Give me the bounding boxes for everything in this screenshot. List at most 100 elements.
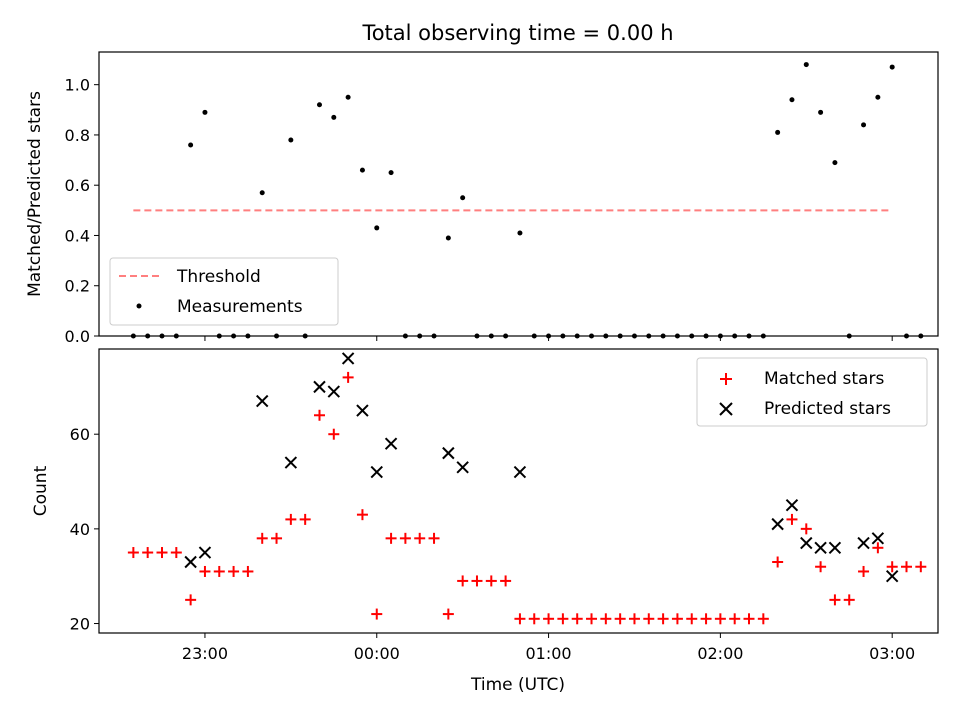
matched-star-point — [299, 513, 311, 525]
matched-star-point — [628, 613, 640, 625]
predicted-star-point — [284, 456, 298, 469]
bottom-y-tick-label: 60 — [70, 425, 90, 444]
matched-star-point — [399, 532, 411, 544]
matched-star-point — [414, 532, 426, 544]
matched-star-point — [901, 561, 913, 573]
predicted-star-point — [313, 380, 326, 394]
legend-measurements-label: Measurements — [177, 297, 303, 317]
matched-star-point — [271, 532, 283, 544]
legend-matched-label: Matched stars — [764, 369, 884, 389]
matched-star-point — [142, 547, 154, 559]
matched-star-point — [127, 547, 139, 559]
predicted-star-point — [800, 536, 813, 550]
legend-predicted-label: Predicted stars — [764, 399, 891, 419]
measurement-point — [803, 62, 809, 68]
bottom-y-ticks: 20 40 60 — [70, 425, 99, 634]
legend-measurements-swatch — [136, 303, 142, 309]
measurement-point — [875, 94, 881, 100]
bottom-y-tick-label: 40 — [70, 520, 90, 539]
measurement-point — [188, 142, 194, 148]
bottom-panel: 20 40 60 23:00 00:00 01:00 02:00 03:00 Count T… — [31, 348, 939, 695]
measurement-point — [889, 64, 895, 70]
matched-star-point — [858, 565, 870, 577]
predicted-star-point — [184, 555, 197, 569]
predicted-star-point — [885, 569, 899, 583]
bottom-x-ticks: 23:00 00:00 01:00 02:00 03:00 — [182, 633, 915, 663]
measurement-point — [288, 137, 294, 143]
matched-star-point — [385, 532, 397, 544]
chart-title: Total observing time = 0.00 h — [361, 21, 673, 45]
matched-star-point — [757, 613, 769, 625]
predicted-star-point — [871, 532, 885, 545]
matched-star-point — [170, 547, 182, 559]
top-legend-box — [109, 257, 339, 326]
matched-star-point — [600, 613, 612, 625]
bottom-axes-frame — [98, 348, 939, 634]
predicted-star-point — [256, 394, 269, 408]
matched-star-point — [786, 513, 798, 525]
predicted-star-point — [356, 404, 369, 417]
matched-star-point — [686, 613, 698, 625]
matched-star-point — [915, 561, 927, 573]
matched-star-point — [328, 428, 340, 440]
bottom-x-tick-label: 02:00 — [697, 644, 743, 663]
top-x-ticks — [204, 336, 893, 341]
matched-star-point — [471, 575, 483, 587]
bottom-legend-box — [696, 357, 928, 427]
matched-star-point — [571, 613, 583, 625]
top-axes-frame — [98, 51, 939, 337]
matched-star-point — [285, 513, 297, 525]
matched-star-point — [528, 613, 540, 625]
predicted-star-point — [456, 461, 469, 474]
top-y-tick-label: 0.8 — [65, 126, 90, 145]
matched-star-point — [185, 594, 197, 606]
matched-star-point — [457, 575, 469, 587]
matched-star-point — [843, 594, 855, 606]
measurement-point — [789, 97, 795, 103]
measurement-point — [775, 129, 781, 135]
bottom-x-tick-label: 00:00 — [354, 644, 400, 663]
matched-star-point — [156, 547, 168, 559]
matched-star-point — [700, 613, 712, 625]
matched-star-point — [743, 613, 755, 625]
matched-star-point — [614, 613, 626, 625]
bottom-y-tick-label: 20 — [70, 615, 90, 634]
predicted-star-point — [513, 465, 527, 479]
measurement-point — [202, 109, 208, 115]
matched-star-point — [714, 613, 726, 625]
matched-star-point — [342, 371, 354, 383]
matched-star-point — [199, 565, 211, 577]
matched-star-point — [242, 565, 254, 577]
predicted-star-point — [828, 541, 842, 555]
matched-star-point — [772, 556, 784, 568]
matched-star-point — [872, 542, 884, 554]
top-panel: Total observing time = 0.00 h 0.00.20.40… — [25, 21, 939, 346]
matched-star-point — [800, 523, 812, 535]
legend-predicted-swatch — [719, 402, 733, 416]
measurement-point — [259, 190, 265, 196]
measurement-point — [460, 195, 466, 201]
measurement-point — [517, 230, 523, 236]
bottom-x-tick-label: 01:00 — [526, 644, 572, 663]
measurement-point — [331, 114, 337, 120]
bottom-x-axis-label: Time (UTC) — [470, 675, 565, 695]
predicted-star-point — [814, 541, 827, 555]
top-y-tick-label: 0.6 — [65, 176, 90, 195]
top-legend: Threshold Measurements — [109, 257, 339, 326]
matched-star-point — [228, 565, 240, 577]
measurement-point — [818, 109, 824, 115]
matched-star-point — [729, 613, 741, 625]
matched-star-point — [886, 561, 898, 573]
predicted-star-point — [327, 385, 341, 398]
predicted-star-point — [857, 536, 870, 550]
measurement-point — [861, 122, 867, 128]
matched-star-point — [356, 509, 368, 521]
top-y-tick-label: 0.0 — [65, 327, 90, 346]
predicted-star-point — [198, 546, 212, 559]
matched-star-point — [371, 608, 383, 620]
top-y-tick-label: 0.4 — [65, 226, 90, 245]
legend-threshold-label: Threshold — [176, 267, 261, 287]
bottom-legend: Matched stars Predicted stars — [696, 357, 928, 427]
predicted-star-point — [785, 498, 799, 512]
measurement-point — [445, 235, 451, 241]
